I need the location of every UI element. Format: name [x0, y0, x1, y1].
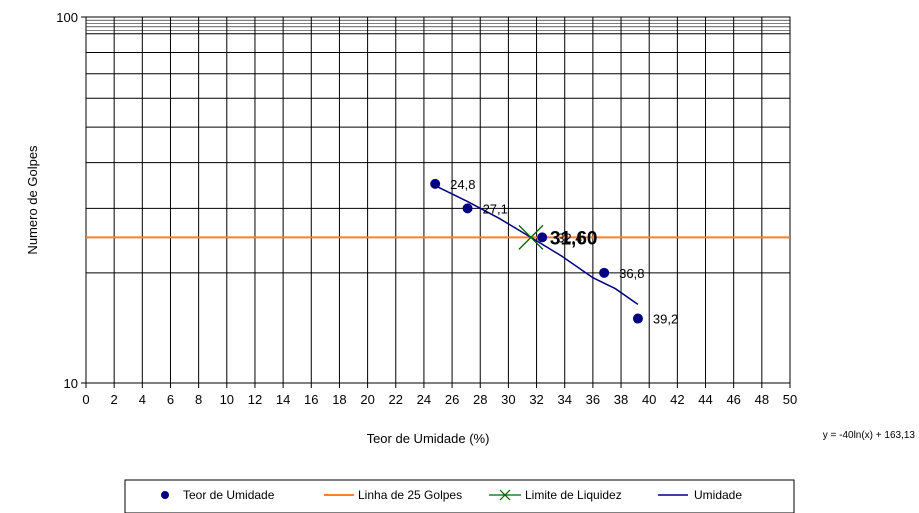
y-tick-label: 100 [56, 10, 78, 25]
x-tick-label: 14 [276, 392, 290, 407]
plot-border [85, 16, 791, 384]
x-tick-label: 36 [586, 392, 600, 407]
limite-liquidez-label: 31,60 [550, 228, 598, 249]
x-tick-label: 16 [304, 392, 318, 407]
trendline-equation: y = -40ln(x) + 163,13 [823, 430, 916, 441]
x-tick-label: 26 [445, 392, 459, 407]
legend-box [124, 479, 795, 513]
data-point [632, 313, 643, 324]
data-point-label: 24,8 [450, 177, 475, 192]
legend-label: Limite de Liquidez [525, 488, 622, 502]
data-point-label: 32,4 [557, 230, 582, 245]
data-point [462, 203, 473, 214]
x-tick-label: 24 [417, 392, 431, 407]
x-tick-label: 4 [139, 392, 146, 407]
x-tick-label: 18 [332, 392, 346, 407]
x-tick-label: 6 [167, 392, 174, 407]
legend: Teor de Umidade Linha de 25 Golpes Limite … [124, 479, 795, 513]
legend-item: Linha de 25 Golpes [324, 488, 462, 502]
x-tick-label: 10 [220, 392, 234, 407]
limite-liquidez-marker [518, 224, 544, 250]
x-tick-label: 22 [389, 392, 403, 407]
x-tick-label: 32 [529, 392, 543, 407]
y-axis: 10 100 [56, 10, 86, 391]
x-tick-label: 12 [248, 392, 262, 407]
x-tick-label: 2 [111, 392, 118, 407]
x-tick-label: 8 [195, 392, 202, 407]
x-tick-label: 40 [642, 392, 656, 407]
x-tick-label: 0 [82, 392, 89, 407]
x-axis: 0 2 4 6 8 10 12 14 16 18 20 22 24 26 28 30 32 34 36 38 40 42 4… [82, 383, 797, 407]
x-tick-label: 44 [698, 392, 712, 407]
limite-liquidez-stroke [518, 224, 544, 250]
x-tick-label: 46 [726, 392, 740, 407]
legend-label: Umidade [694, 488, 742, 502]
x-tick-label: 20 [360, 392, 374, 407]
x-tick-label: 38 [614, 392, 628, 407]
legend-symbol [499, 489, 511, 501]
y-tick-label: 10 [64, 376, 78, 391]
x-tick-label: 28 [473, 392, 487, 407]
y-axis-title: Numero de Golpes [25, 145, 40, 255]
legend-item: Teor de Umidade [161, 488, 275, 502]
x-tick-label: 34 [557, 392, 571, 407]
data-point-label: 39,2 [653, 312, 678, 327]
data-point-label: 27,1 [483, 201, 508, 216]
x-tick-label: 48 [755, 392, 769, 407]
data-point [537, 232, 548, 243]
plot-area [86, 17, 790, 383]
x-tick-label: 30 [501, 392, 515, 407]
grid [85, 16, 791, 384]
legend-item: Limite de Liquidez [489, 488, 622, 502]
x-tick-label: 42 [670, 392, 684, 407]
data-point [599, 267, 610, 278]
legend-label: Teor de Umidade [183, 488, 275, 502]
legend-item: Umidade [658, 488, 742, 502]
legend-label: Linha de 25 Golpes [358, 488, 462, 502]
data-labels: 24,8 27,1 32,4 36,8 39,2 31,60 [450, 177, 678, 327]
series-layer [86, 178, 790, 324]
data-point-label: 36,8 [619, 266, 644, 281]
umidade-line [434, 185, 639, 306]
x-tick-label: 50 [783, 392, 797, 407]
data-point [430, 178, 441, 189]
legend-symbol [161, 491, 169, 499]
x-axis-title: Teor de Umidade (%) [367, 431, 490, 446]
